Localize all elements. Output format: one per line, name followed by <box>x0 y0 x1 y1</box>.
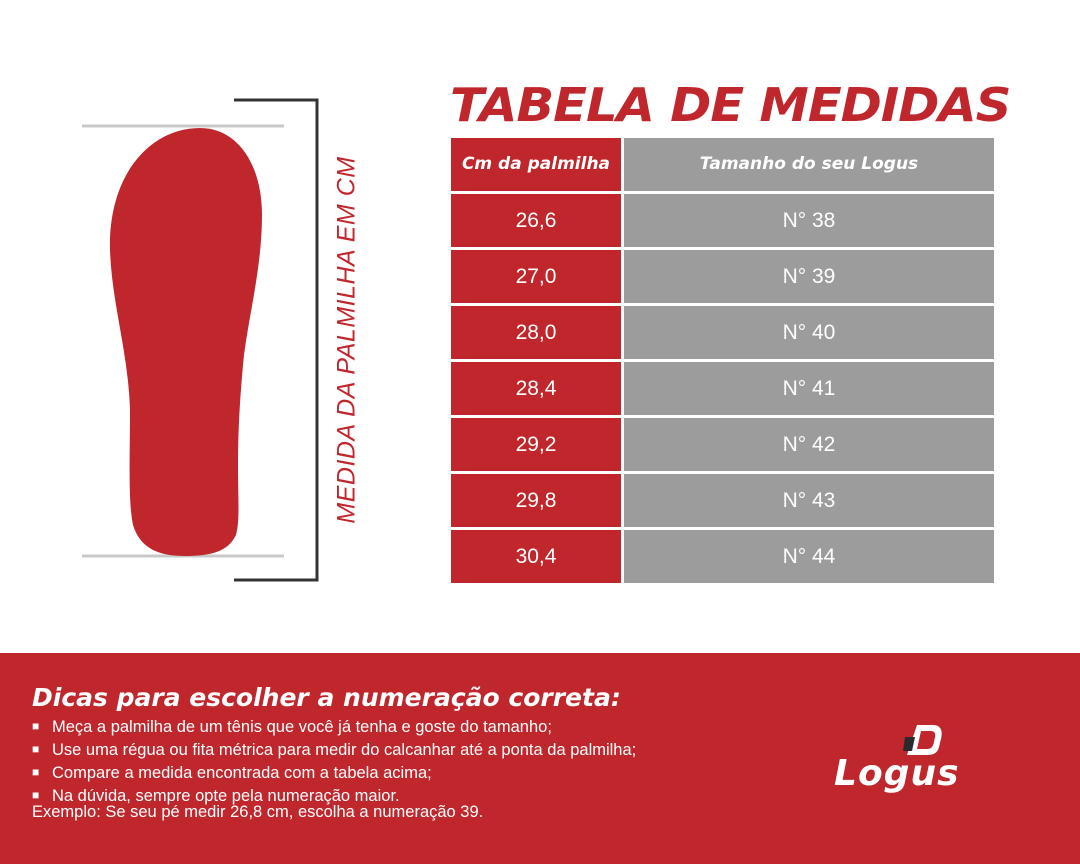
table-row: 26,6 N° 38 <box>451 194 994 247</box>
tip-text: Use uma régua ou fita métrica para medir… <box>52 741 637 759</box>
cm-cell: 28,0 <box>451 306 621 359</box>
bullet-icon: ■ <box>32 742 40 756</box>
bullet-icon: ■ <box>32 719 40 733</box>
tip-text: Meça a palmilha de um tênis que você já … <box>52 718 552 736</box>
table-row: 30,4 N° 44 <box>451 530 994 583</box>
table-header-row: Cm da palmilha Tamanho do seu Logus <box>451 138 994 191</box>
cm-cell: 29,2 <box>451 418 621 471</box>
insole-illustration: MEDIDA DA PALMILHA EM CM <box>0 0 440 640</box>
header-size: Tamanho do seu Logus <box>624 138 994 191</box>
table-row: 29,8 N° 43 <box>451 474 994 527</box>
header-cm: Cm da palmilha <box>451 138 621 191</box>
tips-panel: Dicas para escolher a numeração correta:… <box>0 653 1080 864</box>
table-row: 27,0 N° 39 <box>451 250 994 303</box>
tip-text: Na dúvida, sempre opte pela numeração ma… <box>52 787 400 805</box>
insole-shape <box>109 128 262 556</box>
size-cell: N° 44 <box>624 530 994 583</box>
cm-cell: 26,6 <box>451 194 621 247</box>
size-cell: N° 42 <box>624 418 994 471</box>
cm-cell: 28,4 <box>451 362 621 415</box>
size-cell: N° 39 <box>624 250 994 303</box>
size-table: Cm da palmilha Tamanho do seu Logus 26,6… <box>448 135 997 586</box>
tips-list: ■ Meça a palmilha de um tênis que você já… <box>32 715 636 807</box>
table-row: 28,0 N° 40 <box>451 306 994 359</box>
table-row: 28,4 N° 41 <box>451 362 994 415</box>
bullet-icon: ■ <box>32 788 40 802</box>
list-item: ■ Compare a medida encontrada com a tabel… <box>32 761 636 784</box>
cm-cell: 30,4 <box>451 530 621 583</box>
brand-name: Logus <box>834 753 960 794</box>
bullet-icon: ■ <box>32 765 40 779</box>
logus-logo-mark-icon <box>903 725 942 755</box>
tips-example: Exemplo: Se seu pé medir 26,8 cm, escolh… <box>32 803 484 821</box>
size-cell: N° 43 <box>624 474 994 527</box>
measure-label: MEDIDA DA PALMILHA EM CM <box>332 156 361 524</box>
logus-logo: Logus <box>830 723 1020 803</box>
list-item: ■ Use uma régua ou fita métrica para medi… <box>32 738 636 761</box>
table-title: TABELA DE MEDIDAS <box>450 78 1011 132</box>
table-row: 29,2 N° 42 <box>451 418 994 471</box>
size-cell: N° 41 <box>624 362 994 415</box>
tip-text: Compare a medida encontrada com a tabela… <box>52 764 432 782</box>
list-item: ■ Na dúvida, sempre opte pela numeração m… <box>32 784 636 807</box>
measure-bracket <box>234 98 319 582</box>
cm-cell: 29,8 <box>451 474 621 527</box>
tips-title: Dicas para escolher a numeração correta: <box>32 683 621 712</box>
list-item: ■ Meça a palmilha de um tênis que você já… <box>32 715 636 738</box>
cm-cell: 27,0 <box>451 250 621 303</box>
insole-drawing <box>82 98 319 582</box>
size-cell: N° 38 <box>624 194 994 247</box>
size-cell: N° 40 <box>624 306 994 359</box>
